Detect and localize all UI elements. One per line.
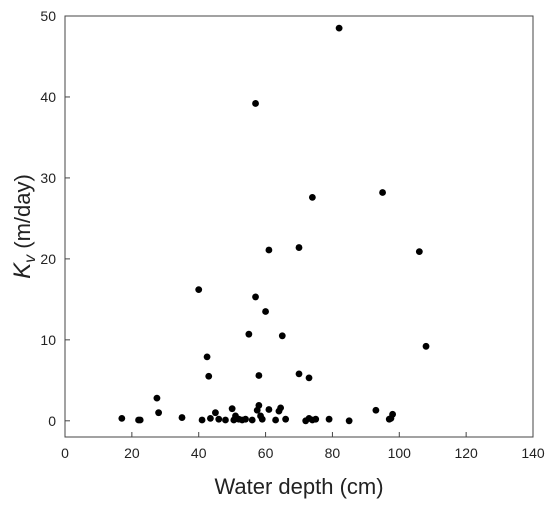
y-tick-label: 0	[48, 413, 56, 429]
data-point	[277, 404, 285, 412]
data-point	[212, 409, 219, 417]
data-point	[372, 406, 380, 414]
data-point	[205, 372, 213, 380]
data-point	[389, 410, 396, 418]
data-point	[252, 293, 259, 301]
data-point	[178, 414, 186, 421]
data-point	[312, 415, 320, 423]
data-point	[258, 415, 266, 423]
x-tick-label: 0	[61, 445, 69, 461]
y-axis: 0 10 20 30 40 50	[40, 8, 70, 429]
data-point	[278, 332, 286, 340]
data-point	[422, 342, 430, 350]
data-point	[305, 374, 313, 382]
y-axis-title-rest: (m/day)	[10, 174, 35, 255]
x-axis: 0 20 40 60 80 100 120 140	[61, 432, 545, 461]
data-points	[118, 24, 430, 425]
data-point	[345, 417, 353, 425]
data-point	[155, 409, 163, 417]
plot-border	[64, 15, 534, 438]
x-tick-label: 60	[258, 445, 274, 461]
y-axis-title-symbol: K	[9, 262, 36, 279]
data-point	[118, 414, 126, 422]
data-point	[207, 414, 214, 422]
data-point	[198, 416, 206, 424]
data-point	[203, 353, 211, 361]
data-point	[153, 394, 161, 402]
data-point	[215, 415, 223, 423]
plot-frame	[64, 15, 534, 438]
data-point	[136, 416, 144, 424]
x-tick-label: 40	[191, 445, 207, 461]
data-point	[272, 416, 279, 424]
x-tick-label: 120	[454, 445, 478, 461]
data-point	[335, 24, 343, 32]
y-tick-label: 20	[40, 251, 56, 267]
x-tick-label: 140	[521, 445, 545, 461]
data-point	[228, 405, 236, 413]
x-tick-label: 20	[124, 445, 140, 461]
data-point	[195, 286, 203, 294]
y-axis-title-subscript: v	[22, 254, 39, 263]
data-point	[379, 189, 386, 196]
data-point	[265, 246, 273, 254]
data-point	[415, 248, 423, 255]
y-tick-label: 50	[40, 8, 56, 24]
data-point	[265, 406, 273, 413]
y-tick-label: 10	[40, 332, 56, 348]
data-point	[222, 416, 229, 424]
data-point	[252, 100, 259, 107]
data-point	[282, 415, 290, 423]
data-point	[255, 402, 263, 409]
x-tick-label: 80	[325, 445, 341, 461]
data-point	[295, 370, 303, 378]
x-axis-title: Water depth (cm)	[214, 474, 383, 499]
data-point	[245, 330, 253, 338]
y-tick-label: 40	[40, 89, 56, 105]
data-point	[248, 416, 256, 424]
data-point	[295, 244, 303, 251]
data-point	[255, 372, 263, 379]
y-axis-title: Kv (m/day)	[9, 174, 39, 279]
data-point	[308, 193, 316, 201]
data-point	[325, 415, 333, 423]
x-tick-label: 100	[388, 445, 412, 461]
data-point	[262, 308, 269, 315]
y-tick-label: 30	[40, 170, 56, 186]
data-point	[242, 415, 249, 423]
